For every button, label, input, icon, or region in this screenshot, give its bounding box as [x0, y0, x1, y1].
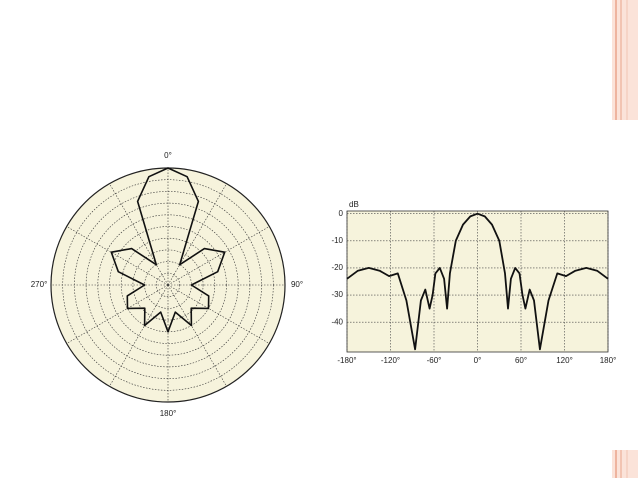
grid-spoke [66, 284, 169, 344]
y-tick-label: -20 [331, 263, 343, 272]
angle-label: 90° [291, 280, 303, 289]
grid-spoke [109, 284, 169, 387]
grid-ring [132, 249, 204, 321]
x-tick-label: 180° [600, 356, 617, 365]
x-tick-label: 0° [474, 356, 482, 365]
pattern-line [346, 212, 609, 351]
grid-spoke [66, 226, 169, 286]
y-tick-label: -10 [331, 236, 343, 245]
grid-spoke [167, 226, 270, 286]
angle-label: 180° [160, 409, 177, 418]
x-tick-label: 60° [515, 356, 527, 365]
angle-label: 0° [164, 151, 172, 160]
y-tick-label: 0 [339, 209, 344, 218]
x-tick-label: 120° [556, 356, 573, 365]
x-tick-label: -180° [337, 356, 356, 365]
line-chart: 0 -10 -20 -30 -40 -180° -120° -60° 0° 60° 120° 180°… [331, 200, 616, 365]
y-axis-label: dB [349, 200, 359, 209]
side-gap [612, 120, 638, 450]
pattern-line [110, 167, 226, 333]
polar-chart: 0° 90° 180° 270° [31, 151, 303, 418]
grid-spoke [167, 284, 227, 387]
grid-spoke [167, 284, 270, 344]
x-tick-label: -60° [427, 356, 442, 365]
grid-spoke [167, 183, 227, 286]
y-tick-label: -40 [331, 317, 343, 326]
y-tick-label: -30 [331, 290, 343, 299]
x-tick-label: -120° [381, 356, 400, 365]
grid-spoke [109, 183, 169, 286]
angle-label: 270° [31, 280, 48, 289]
grid-ring [156, 272, 181, 297]
plot-frame [346, 210, 609, 353]
